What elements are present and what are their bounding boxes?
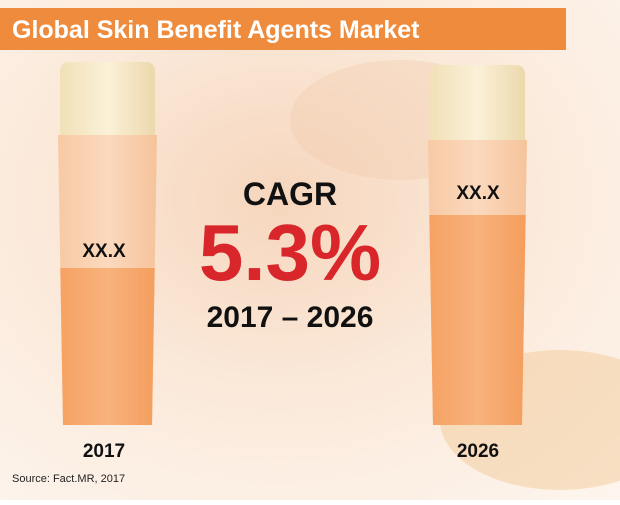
source: Source: Fact.MR, 2017 [12, 473, 125, 485]
title-banner [0, 8, 566, 50]
bottle-fill [428, 215, 527, 425]
bottle-cap [60, 62, 155, 135]
cagr-period: 2017 – 2026 [207, 301, 374, 334]
bottle-label: XX.X [82, 241, 126, 262]
bottle-fill [58, 268, 157, 425]
title: Global Skin Benefit Agents Market [12, 16, 420, 44]
bottle-cap [430, 65, 525, 140]
bottle-label: XX.X [456, 183, 500, 204]
cagr-value: 5.3% [199, 208, 381, 297]
cagr-label: CAGR [243, 176, 337, 212]
year-label: 2017 [83, 441, 125, 462]
year-label: 2026 [457, 441, 499, 462]
